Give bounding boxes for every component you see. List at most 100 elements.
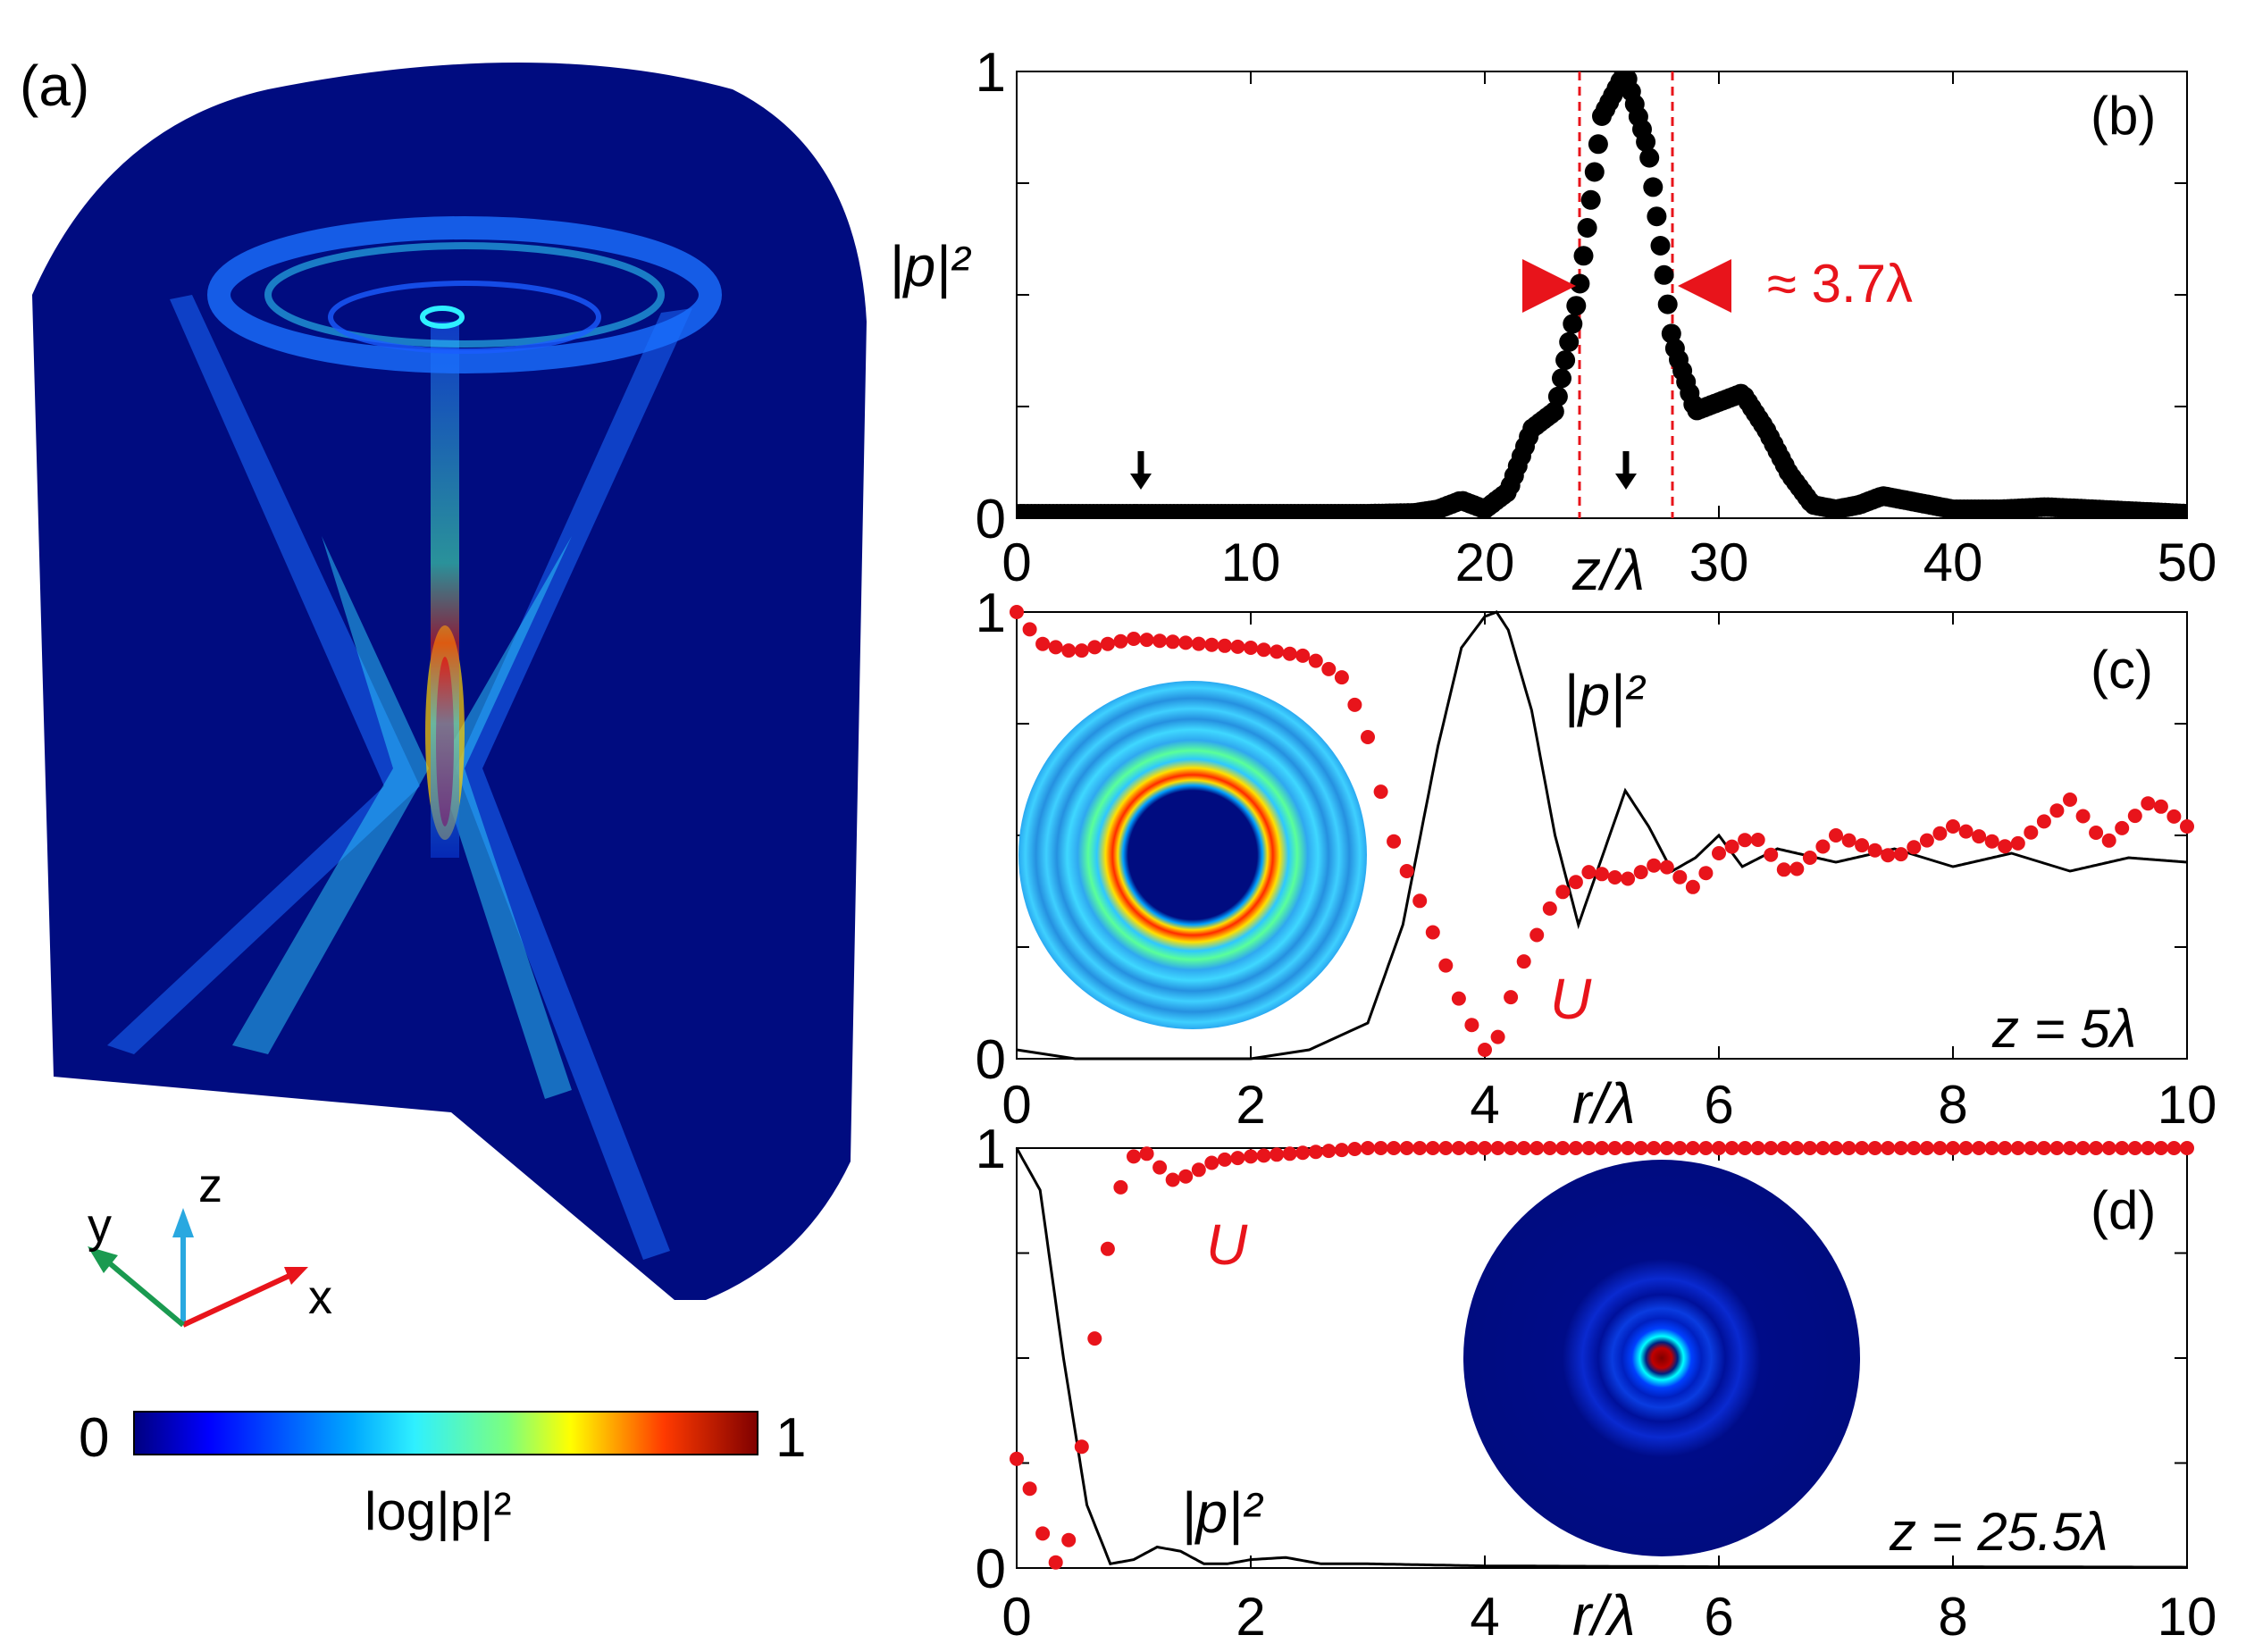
d-series-1-point-79 (2036, 1141, 2051, 1155)
colorbar-max: 1 (775, 1407, 806, 1469)
c-series-1-point-15 (1204, 637, 1219, 652)
c-series-1-point-4 (1061, 643, 1077, 658)
c-series-1-point-23 (1308, 653, 1323, 668)
d-series-1-point-58 (1764, 1141, 1779, 1155)
c-series-1-point-59 (1776, 862, 1791, 877)
d-series-1-point-31 (1412, 1141, 1428, 1155)
b-series-0-point-156 (1577, 218, 1597, 238)
c-series-1-point-39 (1516, 954, 1531, 969)
panel-c-series (1010, 605, 2194, 1061)
d-series-1-point-19 (1256, 1148, 1271, 1163)
d-series-1-point-45 (1595, 1141, 1609, 1155)
z-axis-head (172, 1208, 194, 1237)
c-series-1-point-70 (1919, 833, 1934, 848)
c-series-1-point-80 (2049, 803, 2065, 818)
c-series-1-point-35 (1464, 1018, 1479, 1033)
colorbar-caption: log|p|² (365, 1481, 512, 1541)
c-series-1-point-53 (1698, 866, 1714, 881)
b-series-0-point-174 (1643, 177, 1664, 197)
c-series-1-point-61 (1802, 851, 1817, 865)
c-series-1-point-47 (1621, 871, 1636, 886)
d-series-1-point-81 (2063, 1141, 2077, 1155)
c-series-1-point-26 (1347, 697, 1362, 712)
c-xtick-label-2: 4 (1470, 1075, 1499, 1135)
b-series-0-point-158 (1584, 162, 1605, 182)
d-series-1-point-14 (1191, 1162, 1206, 1178)
d-series-1-point-87 (2141, 1141, 2156, 1155)
d-series-1-point-51 (1672, 1141, 1688, 1155)
d-series-1-point-60 (1789, 1141, 1805, 1155)
cylinder-3d-field (32, 63, 867, 1300)
d-series-1-point-62 (1815, 1141, 1831, 1155)
d-xtick-label-2: 4 (1470, 1587, 1499, 1647)
d-series-1-point-90 (2180, 1141, 2194, 1155)
panel-b-ticks: 0 10 20 30 40 50 0 1 (976, 42, 2217, 592)
d-series-1-point-66 (1867, 1141, 1882, 1155)
b-series-0-point-172 (1636, 131, 1656, 152)
c-xtick-label-4: 8 (1938, 1075, 1967, 1135)
d-series-1-point-39 (1516, 1141, 1531, 1155)
d-series-1-point-3 (1048, 1555, 1063, 1570)
c-series-1-point-56 (1738, 833, 1753, 848)
c-series-1-point-19 (1256, 642, 1271, 658)
d-series-1-point-2 (1035, 1526, 1051, 1541)
c-series-1-point-55 (1724, 839, 1739, 854)
d-series-1-point-49 (1647, 1141, 1662, 1155)
panel-c: 0 2 4 6 8 10 0 1 (c) |p|² U z = 5λ r/λ (976, 583, 2217, 1136)
width-annotation: ≈ 3.7λ (1767, 254, 1913, 314)
c-ytick-label-1: 1 (976, 583, 1006, 644)
c-xtick-label-0: 0 (1001, 1075, 1031, 1135)
beam-left-inner (232, 536, 429, 1054)
b-xtick-label-2: 20 (1455, 532, 1515, 592)
panel-d-ticks: 0 2 4 6 8 10 0 1 (976, 1119, 2217, 1647)
d-series-1-point-27 (1361, 1141, 1375, 1155)
d-series-1-point-43 (1568, 1141, 1583, 1155)
c-series-1-point-85 (2115, 820, 2130, 835)
panel-d-xlabel: r/λ (1572, 1583, 1636, 1648)
c-series-1-point-29 (1387, 834, 1402, 849)
c-series-1-point-71 (1932, 826, 1948, 841)
top-ring-inner (328, 281, 601, 354)
panel-d-series (1010, 1141, 2194, 1570)
c-series-1-point-28 (1373, 784, 1388, 800)
c-series-1-point-18 (1244, 641, 1258, 655)
c-series-1-point-2 (1035, 636, 1051, 651)
c-series-1-point-11 (1152, 633, 1168, 649)
c-series-1-point-52 (1685, 879, 1700, 894)
d-series-1-point-73 (1958, 1141, 1974, 1155)
d-series-1-point-68 (1893, 1141, 1908, 1155)
d-series-1-point-80 (2049, 1141, 2065, 1155)
c-series-1-point-0 (1010, 605, 1024, 619)
b-series-0-point-152 (1563, 314, 1583, 334)
b-series-0-point-151 (1559, 331, 1580, 352)
c-series-1-point-27 (1361, 730, 1375, 744)
d-series-1-point-35 (1464, 1141, 1479, 1155)
c-series-1-point-88 (2153, 799, 2168, 814)
y-axis-arrow (104, 1257, 185, 1328)
d-series-1-point-36 (1478, 1141, 1492, 1155)
b-series-0-point-320 (2177, 504, 2187, 518)
c-series-1-point-31 (1412, 893, 1428, 909)
b-series-0-point-147 (1544, 401, 1564, 422)
d-series-1-point-53 (1698, 1141, 1714, 1155)
b-series-0-point-155 (1573, 246, 1594, 266)
c-series-1-point-24 (1321, 661, 1337, 676)
c-series-1-point-30 (1399, 864, 1414, 878)
c-series-1-point-89 (2166, 809, 2182, 824)
c-series-1-point-51 (1672, 869, 1688, 885)
beam-right-inner (438, 536, 572, 1099)
panel-d: 0 2 4 6 8 10 0 1 (d) U |p|² z = 25.5λ r/λ (976, 1119, 2217, 1648)
c-series-1-point-44 (1581, 865, 1597, 880)
c-series-1-point-42 (1555, 885, 1571, 900)
d-series-1-point-52 (1685, 1141, 1700, 1155)
c-series-1-point-62 (1815, 839, 1831, 854)
c-series-1-point-10 (1139, 633, 1154, 648)
d-series-1-point-72 (1946, 1141, 1960, 1155)
d-series-1-point-47 (1621, 1141, 1636, 1155)
c-series-0-line (1016, 610, 2188, 1061)
y-axis-label: y (88, 1199, 112, 1253)
c-series-1-point-38 (1504, 990, 1519, 1005)
panel-b-label: (b) (2091, 86, 2156, 146)
d-series-1-point-40 (1529, 1141, 1545, 1155)
